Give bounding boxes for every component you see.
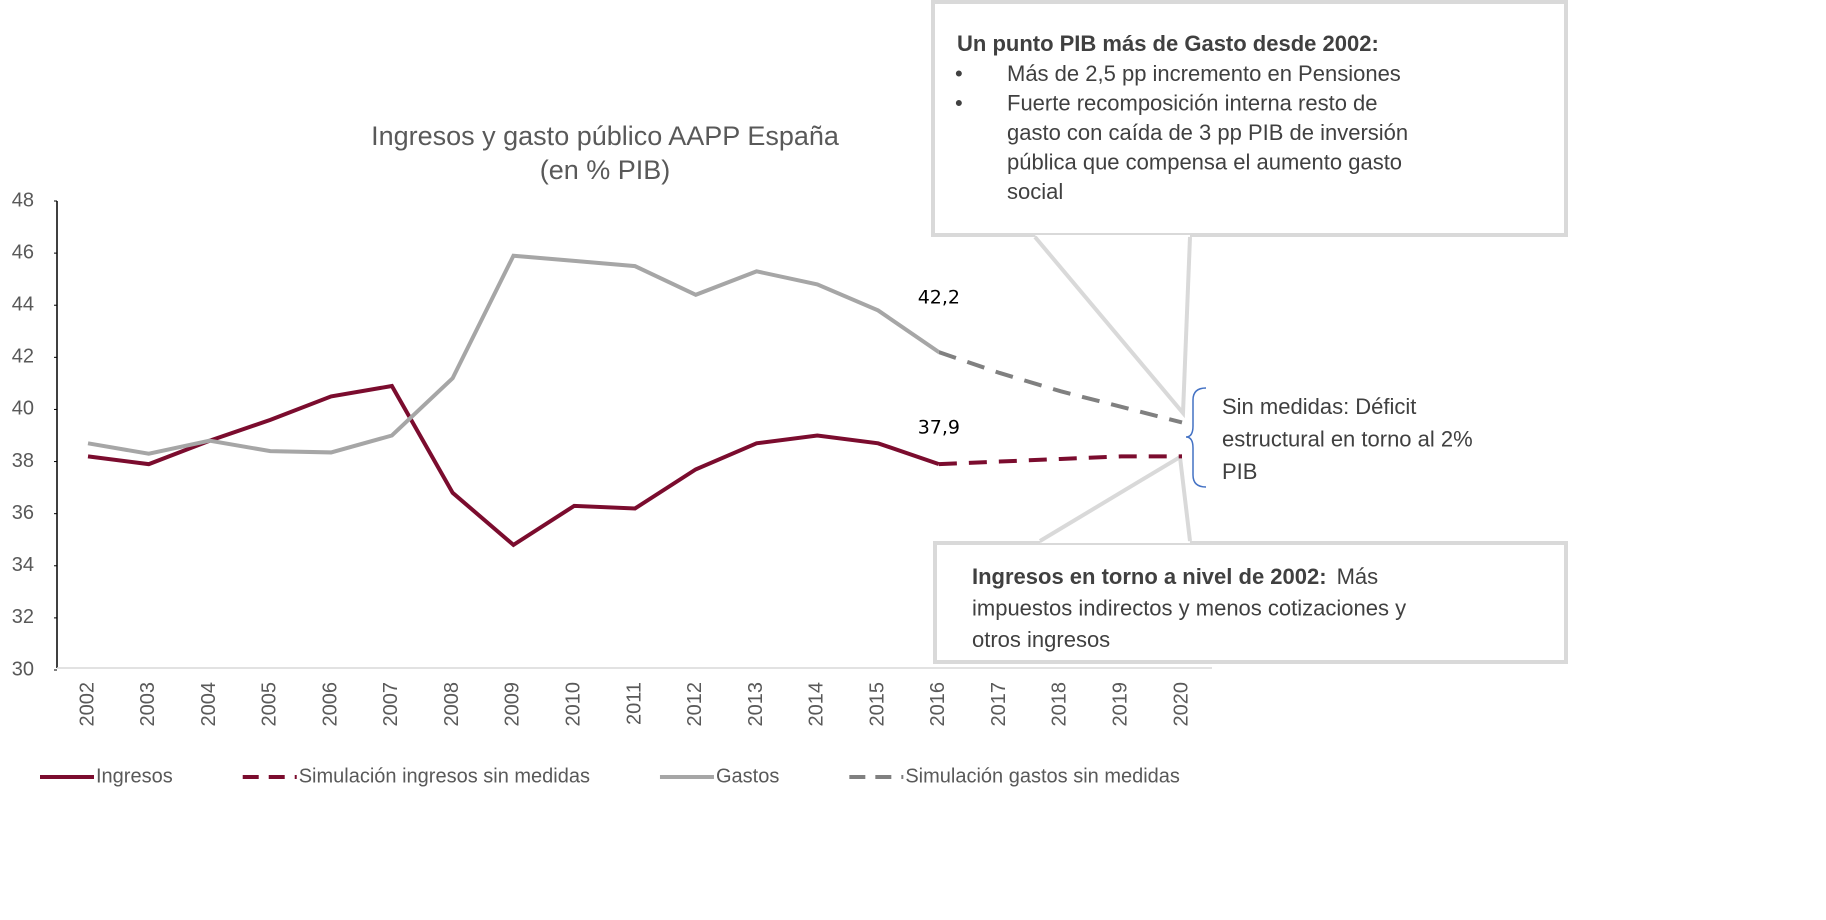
bullet: • <box>955 61 963 86</box>
y-tick-label: 34 <box>12 554 34 576</box>
callout-heading: Ingresos en torno a nivel de 2002: <box>972 564 1327 589</box>
note-text: PIB <box>1222 459 1257 484</box>
x-tick-label: 2006 <box>319 682 341 727</box>
y-tick-label: 46 <box>12 241 34 263</box>
legend-label: Simulación ingresos sin medidas <box>299 765 590 787</box>
bullet: • <box>955 90 963 115</box>
x-tick-label: 2011 <box>623 682 645 725</box>
legend-label: Ingresos <box>96 765 173 787</box>
callout-text: otros ingresos <box>972 627 1110 652</box>
callout-text: pública que compensa el aumento gasto <box>1007 149 1402 174</box>
callout-pointer-fill <box>1040 457 1190 543</box>
callout-box <box>933 541 1568 664</box>
x-tick-label: 2002 <box>76 682 98 727</box>
callout-text: impuestos indirectos y menos cotizacione… <box>972 595 1406 620</box>
note-text: Sin medidas: Déficit <box>1222 394 1416 419</box>
x-tick-label: 2007 <box>380 682 402 727</box>
y-tick-label: 36 <box>12 502 34 524</box>
x-tick-label: 2014 <box>806 682 828 727</box>
x-tick-label: 2012 <box>684 682 706 727</box>
x-tick-label: 2018 <box>1049 682 1071 727</box>
x-tick-label: 2015 <box>866 682 888 727</box>
callout-box <box>931 0 1568 237</box>
y-tick-label: 32 <box>12 606 34 628</box>
x-tick-label: 2004 <box>198 682 220 727</box>
callout-text: Ingresos en torno a nivel de 2002: Más <box>972 564 1378 589</box>
y-tick-label: 38 <box>12 450 34 472</box>
callout-pointer-fill <box>1035 235 1190 413</box>
x-tick-label: 2013 <box>745 682 767 727</box>
x-tick-label: 2017 <box>988 682 1010 727</box>
y-tick-label: 48 <box>12 189 34 211</box>
x-tick-label: 2003 <box>137 682 159 727</box>
y-tick-label: 42 <box>12 346 34 368</box>
data-label: 42,2 <box>918 287 960 309</box>
data-label: 37,9 <box>918 417 960 439</box>
callout-text: Más <box>1337 564 1379 589</box>
series-line <box>87 383 940 548</box>
y-tick-label: 30 <box>12 658 34 680</box>
x-tick-label: 2009 <box>502 682 524 727</box>
brace <box>1185 387 1207 488</box>
x-tick-label: 2005 <box>259 682 281 727</box>
chart-subtitle: (en % PIB) <box>540 155 671 185</box>
callout-text: Fuerte recomposición interna resto de <box>1007 90 1378 115</box>
note-text: estructural en torno al 2% <box>1222 426 1473 451</box>
series-line <box>938 454 1182 467</box>
legend-label: Simulación gastos sin medidas <box>905 765 1180 787</box>
x-tick-label: 2019 <box>1110 682 1132 727</box>
chart-title: Ingresos y gasto público AAPP España <box>371 121 840 151</box>
y-tick-label: 40 <box>12 398 34 420</box>
y-tick-label: 44 <box>12 294 34 316</box>
x-tick-label: 2008 <box>441 682 463 727</box>
series-line <box>938 350 1183 425</box>
series-line <box>87 253 941 456</box>
x-tick-label: 2016 <box>927 682 949 727</box>
x-tick-label: 2010 <box>563 682 585 727</box>
callout-text: Más de 2,5 pp incremento en Pensiones <box>1007 61 1401 86</box>
callout-pointer <box>1033 235 1192 419</box>
callout-text: social <box>1007 179 1063 204</box>
callout-heading: Un punto PIB más de Gasto desde 2002: <box>957 31 1379 56</box>
x-tick-label: 2020 <box>1170 682 1192 727</box>
callout-text: gasto con caída de 3 pp PIB de inversión <box>1007 120 1408 145</box>
legend-label: Gastos <box>716 765 779 787</box>
